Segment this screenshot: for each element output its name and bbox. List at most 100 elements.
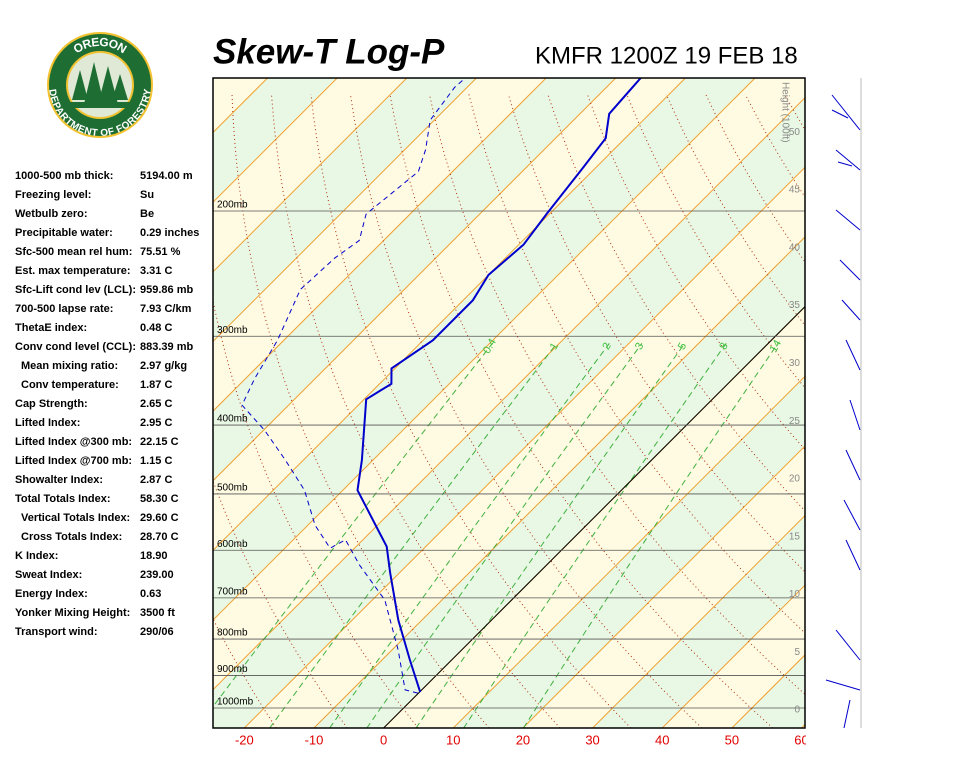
zero-isotherm: [383, 305, 805, 728]
stat-value: 7.93 C/km: [140, 303, 192, 315]
plot-border: [212, 77, 806, 729]
dry-adiabat: [231, 94, 490, 728]
logo: OREGON DEPARTMENT OF FORESTRY: [46, 32, 154, 139]
y-tick-label: 800mb: [217, 628, 248, 639]
stat-label: Sfc-Lift cond lev (LCL):: [15, 284, 136, 296]
isotherm: [313, 236, 805, 728]
stat-label: ThetaE index:: [15, 322, 87, 334]
stat-value: 29.60 C: [140, 512, 179, 524]
y-tick-label: 700mb: [217, 586, 248, 597]
stat-value: 0.63: [140, 588, 161, 600]
x-tick-label: 60: [794, 732, 808, 747]
isotherm: [213, 78, 408, 273]
y-tick-label: 1000mb: [217, 697, 254, 708]
y-tick-label: 300mb: [217, 325, 248, 336]
height-tick-label: 35: [789, 300, 801, 311]
stat-value: 290/06: [140, 626, 174, 638]
mixing-ratio-line: [463, 343, 727, 728]
height-tick-label: 25: [789, 416, 801, 427]
stat-label: Conv temperature:: [21, 379, 119, 391]
stat-value: Su: [140, 189, 154, 201]
dry-adiabat: [389, 94, 774, 728]
dry-adiabat: [468, 94, 805, 634]
mixing-ratio-line: [366, 343, 643, 728]
isotherm: [871, 78, 960, 728]
x-tick-label: -10: [305, 732, 324, 747]
isotherm: [243, 166, 805, 728]
dry-adiabat: [784, 93, 805, 131]
temperature-band: [871, 78, 960, 728]
stat-value: 58.30 C: [140, 493, 179, 505]
isotherm: [661, 584, 805, 728]
mixing-ratio-label: 2: [600, 341, 613, 352]
isotherm: [592, 514, 805, 728]
stat-value: 959.86 mb: [140, 284, 193, 296]
logo-top-text: OREGON: [71, 35, 129, 56]
dry-adiabat: [349, 94, 703, 728]
stat-value: 1.87 C: [140, 379, 172, 391]
stat-value: 3500 ft: [140, 607, 175, 619]
isotherm: [213, 78, 617, 482]
stat-value: 18.90: [140, 550, 168, 562]
stat-label: Mean mixing ratio:: [21, 360, 118, 372]
plot-area: 0.4 1 2 3 5 8 141000mb900mb800mb700mb600mb500m…: [213, 78, 960, 728]
height-tick-label: 20: [789, 474, 801, 485]
stat-label: Total Totals Index:: [15, 493, 111, 505]
stat-label: K Index:: [15, 550, 58, 562]
isotherm: [522, 445, 805, 728]
temperature-band: [801, 724, 805, 728]
stat-value: 2.97 g/kg: [140, 360, 187, 372]
stat-value: 239.00: [140, 569, 174, 581]
logo-top: OREGON: [71, 35, 129, 56]
isotherm: [801, 723, 805, 728]
stat-label: Precipitable water:: [15, 227, 113, 239]
dry-adiabat: [271, 94, 561, 728]
stat-value: 0.29 inches: [140, 227, 199, 239]
stat-label: Freezing level:: [15, 189, 91, 201]
dry-adiabat: [428, 94, 805, 695]
isotherm: [213, 78, 477, 343]
chart-title: Skew-T Log-P: [213, 32, 445, 71]
dry-adiabat: [943, 94, 960, 728]
x-tick-label: 20: [516, 732, 530, 747]
stat-value: 2.87 C: [140, 474, 172, 486]
height-tick-label: 40: [789, 242, 801, 253]
stat-label: Energy Index:: [15, 588, 88, 600]
stat-value: 1.15 C: [140, 455, 172, 467]
logo-trees: [72, 62, 128, 104]
axes: -20 -10 0 10 20 30 40 50 60: [235, 732, 808, 747]
stat-label: Vertical Totals Index:: [21, 512, 130, 524]
wind-barbs: [825, 78, 862, 729]
stat-label: Conv cond level (CCL):: [15, 341, 136, 353]
dry-adiabat: [903, 94, 960, 728]
dewpoint-profile: [241, 78, 466, 694]
mixing-ratio-label: 1: [548, 341, 561, 352]
y-tick-label: 900mb: [217, 664, 248, 675]
mixing-ratio-line: [329, 343, 610, 728]
mixing-ratio-label: 8: [717, 341, 730, 352]
stat-value: 22.15 C: [140, 436, 179, 448]
stat-label: Yonker Mixing Height:: [15, 607, 130, 619]
mixing-ratio-line: [415, 343, 686, 728]
stats-table: 1000-500 mb thick: 5194.00 m Freezing leve…: [15, 170, 199, 638]
height-tick-label: 5: [794, 647, 800, 658]
y-tick-label: 600mb: [217, 539, 248, 550]
isotherm: [213, 78, 338, 203]
stat-value: 3.31 C: [140, 265, 172, 277]
stat-label: Sfc-500 mean rel hum:: [15, 246, 132, 258]
stat-label: Transport wind:: [15, 626, 98, 638]
y-tick-label: 200mb: [217, 200, 248, 211]
isotherm: [213, 78, 547, 412]
height-tick-label: 10: [789, 589, 801, 600]
stat-label: Cap Strength:: [15, 398, 88, 410]
temperature-band: [213, 78, 805, 690]
logo-ground: [70, 102, 130, 108]
dry-adiabat: [864, 94, 960, 728]
stat-label: Sweat Index:: [15, 569, 82, 581]
stat-label: Lifted Index @700 mb:: [15, 455, 132, 467]
stat-label: 700-500 lapse rate:: [15, 303, 113, 315]
stat-value: 2.65 C: [140, 398, 172, 410]
dry-adiabat: [213, 298, 419, 728]
height-axis-label: Height (100ft): [779, 82, 790, 143]
